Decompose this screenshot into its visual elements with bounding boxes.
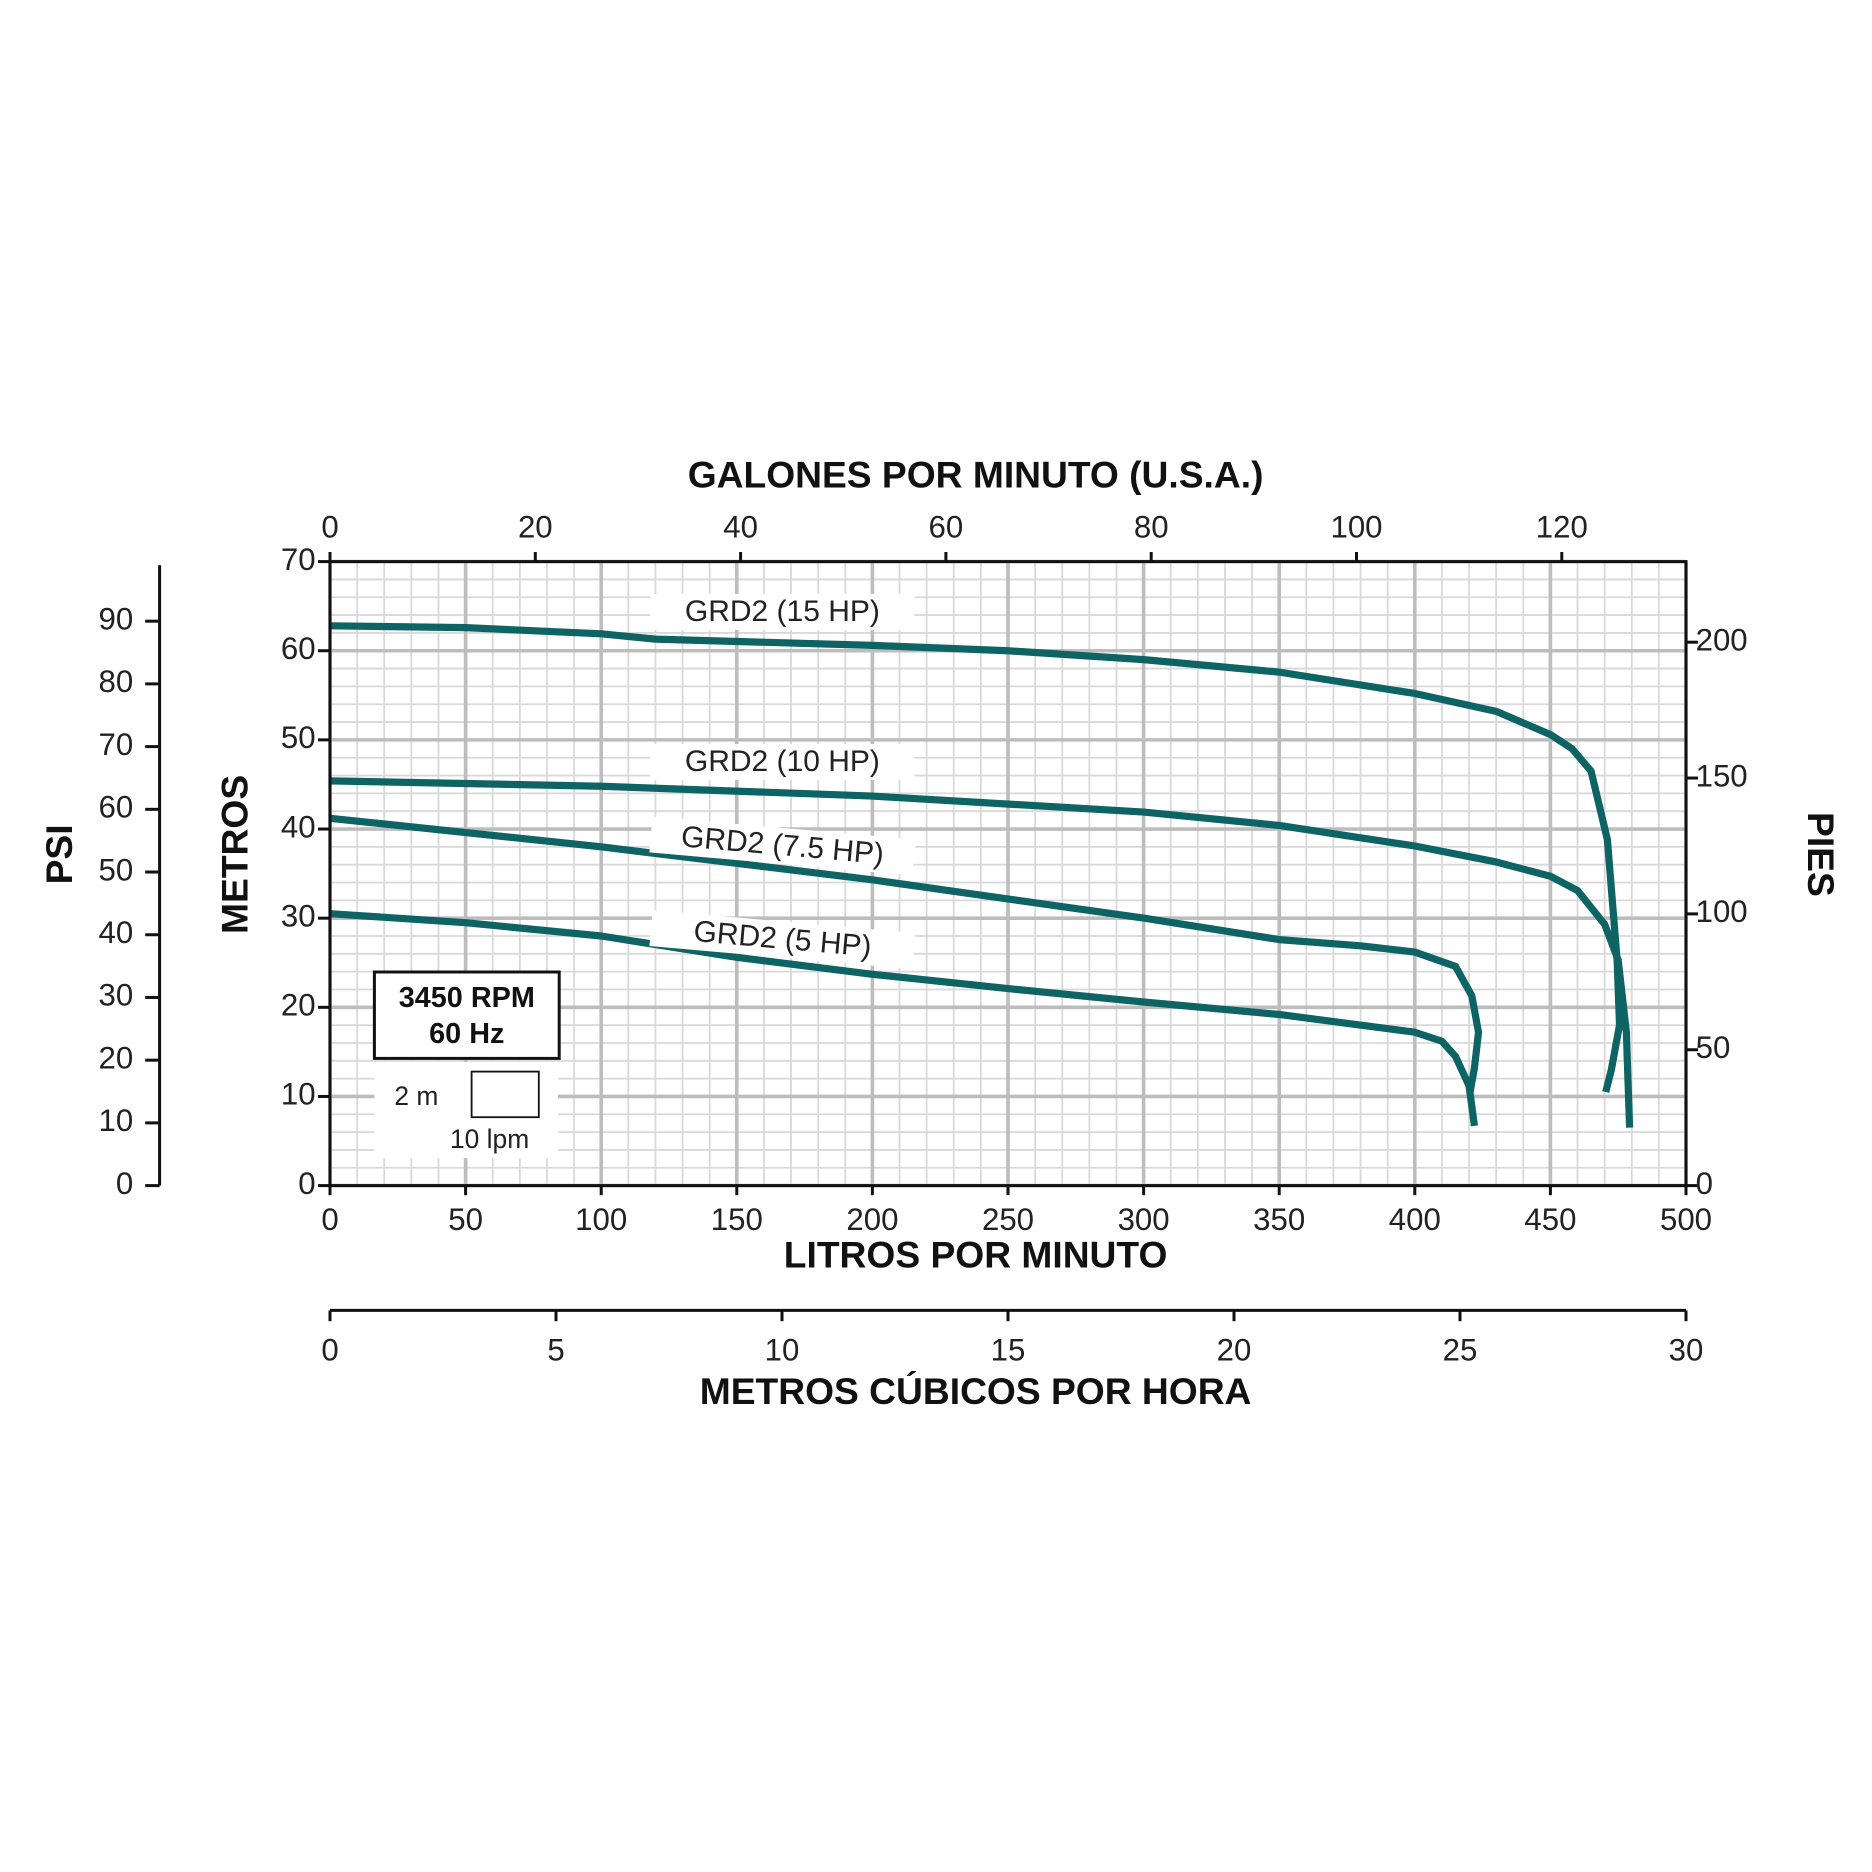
- x-tick-label: 150: [711, 1202, 763, 1237]
- x-tick-label: 350: [1253, 1202, 1305, 1237]
- top-tick-label: 60: [929, 509, 964, 544]
- curves: GRD2 (15 HP)GRD2 (10 HP)GRD2 (7.5 HP)GRD…: [329, 594, 1634, 1128]
- top-tick-label: 120: [1536, 509, 1588, 544]
- bottom2-axis-title: METROS CÚBICOS POR HORA: [700, 1370, 1252, 1412]
- bottom2-tick-label: 30: [1669, 1333, 1704, 1368]
- pump-curve: [329, 910, 1479, 1127]
- bottom2-tick-label: 25: [1443, 1333, 1478, 1368]
- right-tick-label: 50: [1696, 1030, 1731, 1065]
- psi-tick-label: 80: [98, 664, 133, 699]
- bottom2-tick-label: 5: [547, 1333, 564, 1368]
- bottom2-tick-label: 20: [1217, 1333, 1252, 1368]
- top-tick-label: 0: [321, 509, 338, 544]
- bottom2-tick-label: 15: [991, 1333, 1026, 1368]
- curve-label: GRD2 (10 HP): [685, 745, 880, 778]
- pump-curve: [329, 814, 1483, 1093]
- top-tick-label: 80: [1134, 509, 1169, 544]
- bottom2-tick-label: 10: [765, 1333, 800, 1368]
- psi-tick-label: 20: [98, 1040, 133, 1075]
- right-tick-label: 100: [1696, 894, 1748, 929]
- x-tick-label: 0: [321, 1202, 338, 1237]
- x-tick-label: 100: [575, 1202, 627, 1237]
- foreground: 3450 RPM 60 Hz 2 m 10 lpm GALONES POR MI…: [38, 453, 1842, 1412]
- curve-label: GRD2 (15 HP): [685, 595, 880, 628]
- right-tick-label: 0: [1696, 1166, 1713, 1201]
- curve-label-bg: [649, 816, 916, 876]
- y-tick-label: 20: [281, 988, 316, 1023]
- y-tick-label: 70: [281, 542, 316, 577]
- psi-axis-title: PSI: [38, 824, 80, 884]
- pump-curve: [329, 777, 1634, 1128]
- x-tick-label: 500: [1660, 1202, 1712, 1237]
- top-axis-title: GALONES POR MINUTO (U.S.A.): [688, 453, 1264, 495]
- top-tick-label: 100: [1330, 509, 1382, 544]
- right-tick-label: 150: [1696, 758, 1748, 793]
- psi-tick-label: 90: [98, 601, 133, 636]
- top-tick-label: 20: [518, 509, 553, 544]
- x-tick-label: 50: [448, 1202, 483, 1237]
- psi-tick-label: 50: [98, 852, 133, 887]
- y-tick-label: 50: [281, 720, 316, 755]
- y-tick-label: 60: [281, 631, 316, 666]
- curve-label-bg: [650, 744, 915, 780]
- info-hz: 60 Hz: [429, 1018, 504, 1050]
- y-tick-label: 30: [281, 898, 316, 933]
- curve-label-bg: [649, 910, 916, 970]
- plot-frame: [328, 560, 1688, 1188]
- psi-tick-label: 70: [98, 727, 133, 762]
- y-tick-label: 40: [281, 809, 316, 844]
- bottom2-tick-label: 0: [321, 1333, 338, 1368]
- y-tick-label: 0: [298, 1166, 315, 1201]
- right-axis-title: PIES: [1800, 812, 1842, 897]
- x-tick-label: 400: [1389, 1202, 1441, 1237]
- x-axis-title: LITROS POR MINUTO: [784, 1233, 1168, 1275]
- psi-tick-label: 0: [116, 1166, 133, 1201]
- scale-height-label: 2 m: [394, 1081, 438, 1111]
- scale-width-label: 10 lpm: [450, 1124, 529, 1154]
- scale-legend-rect: [470, 1070, 540, 1119]
- psi-tick-label: 40: [98, 915, 133, 950]
- y-tick-label: 10: [281, 1077, 316, 1112]
- top-tick-label: 40: [723, 509, 758, 544]
- x-tick-label: 250: [982, 1202, 1034, 1237]
- right-tick-label: 200: [1696, 622, 1748, 657]
- psi-tick-label: 10: [98, 1103, 133, 1138]
- x-tick-label: 300: [1118, 1202, 1170, 1237]
- x-tick-label: 450: [1524, 1202, 1576, 1237]
- x-tick-label: 200: [846, 1202, 898, 1237]
- curve-label-bg: [650, 594, 915, 630]
- psi-tick-label: 60: [98, 790, 133, 825]
- info-box: [372, 970, 561, 1060]
- psi-tick-label: 30: [98, 978, 133, 1013]
- y-axis-title: METROS: [213, 775, 255, 934]
- info-rpm: 3450 RPM: [399, 982, 535, 1014]
